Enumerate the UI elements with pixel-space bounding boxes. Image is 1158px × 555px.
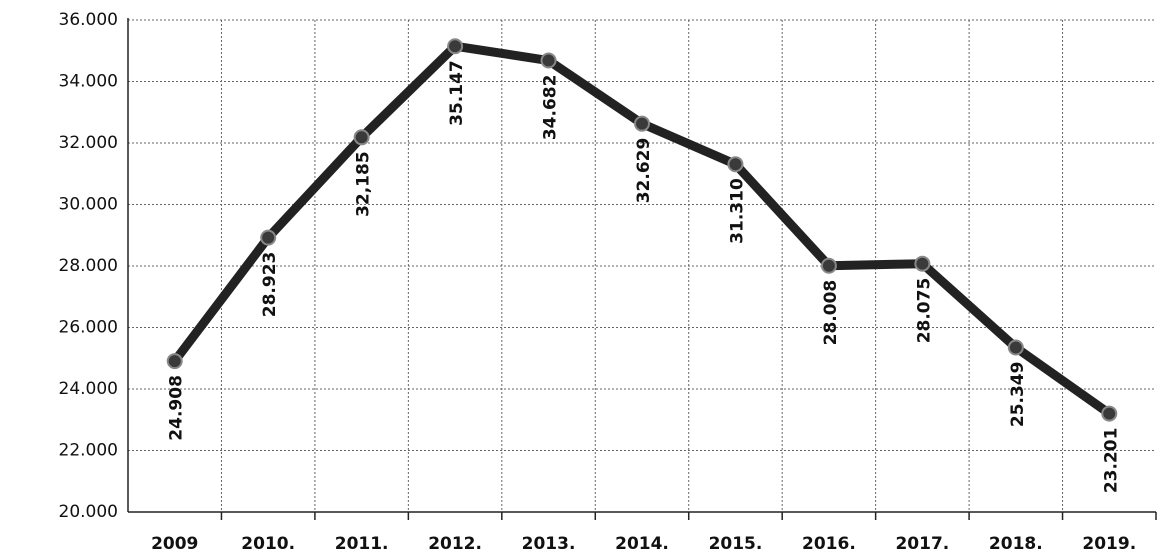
x-tick-label: 2017. [895,534,949,554]
x-tick-label: 2019. [1082,534,1136,554]
y-tick-label: 36.000 [59,10,118,30]
data-label: 34.682 [541,75,561,141]
y-tick-label: 32.000 [59,133,118,153]
point [447,38,464,55]
data-label: 35.147 [447,60,467,126]
data-label: 32,185 [354,151,374,217]
x-tick-label: 2014. [615,534,669,554]
y-tick-label: 20.000 [59,502,118,522]
y-tick-label: 34.000 [59,72,118,92]
y-tick-label: 28.000 [59,256,118,276]
y-tick-label: 30.000 [59,195,118,215]
point [914,255,931,272]
x-tick-label: 2012. [428,534,482,554]
x-tick-label: 2010. [241,534,295,554]
x-tick-label: 2018. [989,534,1043,554]
y-tick-label: 22.000 [59,441,118,461]
point [540,52,557,69]
data-label: 28.923 [260,252,280,318]
x-tick-label: 2015. [709,534,763,554]
point [166,353,183,370]
point [1007,339,1024,356]
y-tick-label: 24.000 [59,379,118,399]
data-label: 24.908 [167,375,187,441]
y-tick-label: 26.000 [59,318,118,338]
point [260,229,277,246]
x-tick-label: 2013. [522,534,576,554]
point [634,115,650,132]
data-label: 28.008 [821,280,841,346]
x-tick-label: 2016. [802,534,856,554]
data-label: 23.201 [1101,428,1121,494]
point [353,129,370,146]
data-label: 31.310 [727,178,747,244]
point [820,257,837,274]
point [1101,405,1118,422]
x-tick-label: 2011. [335,534,389,554]
data-label: 28.075 [914,278,934,344]
data-label: 25.349 [1008,362,1028,428]
data-label: 32.629 [634,138,654,204]
x-tick-label: 2009 [151,534,198,554]
point [727,156,744,173]
